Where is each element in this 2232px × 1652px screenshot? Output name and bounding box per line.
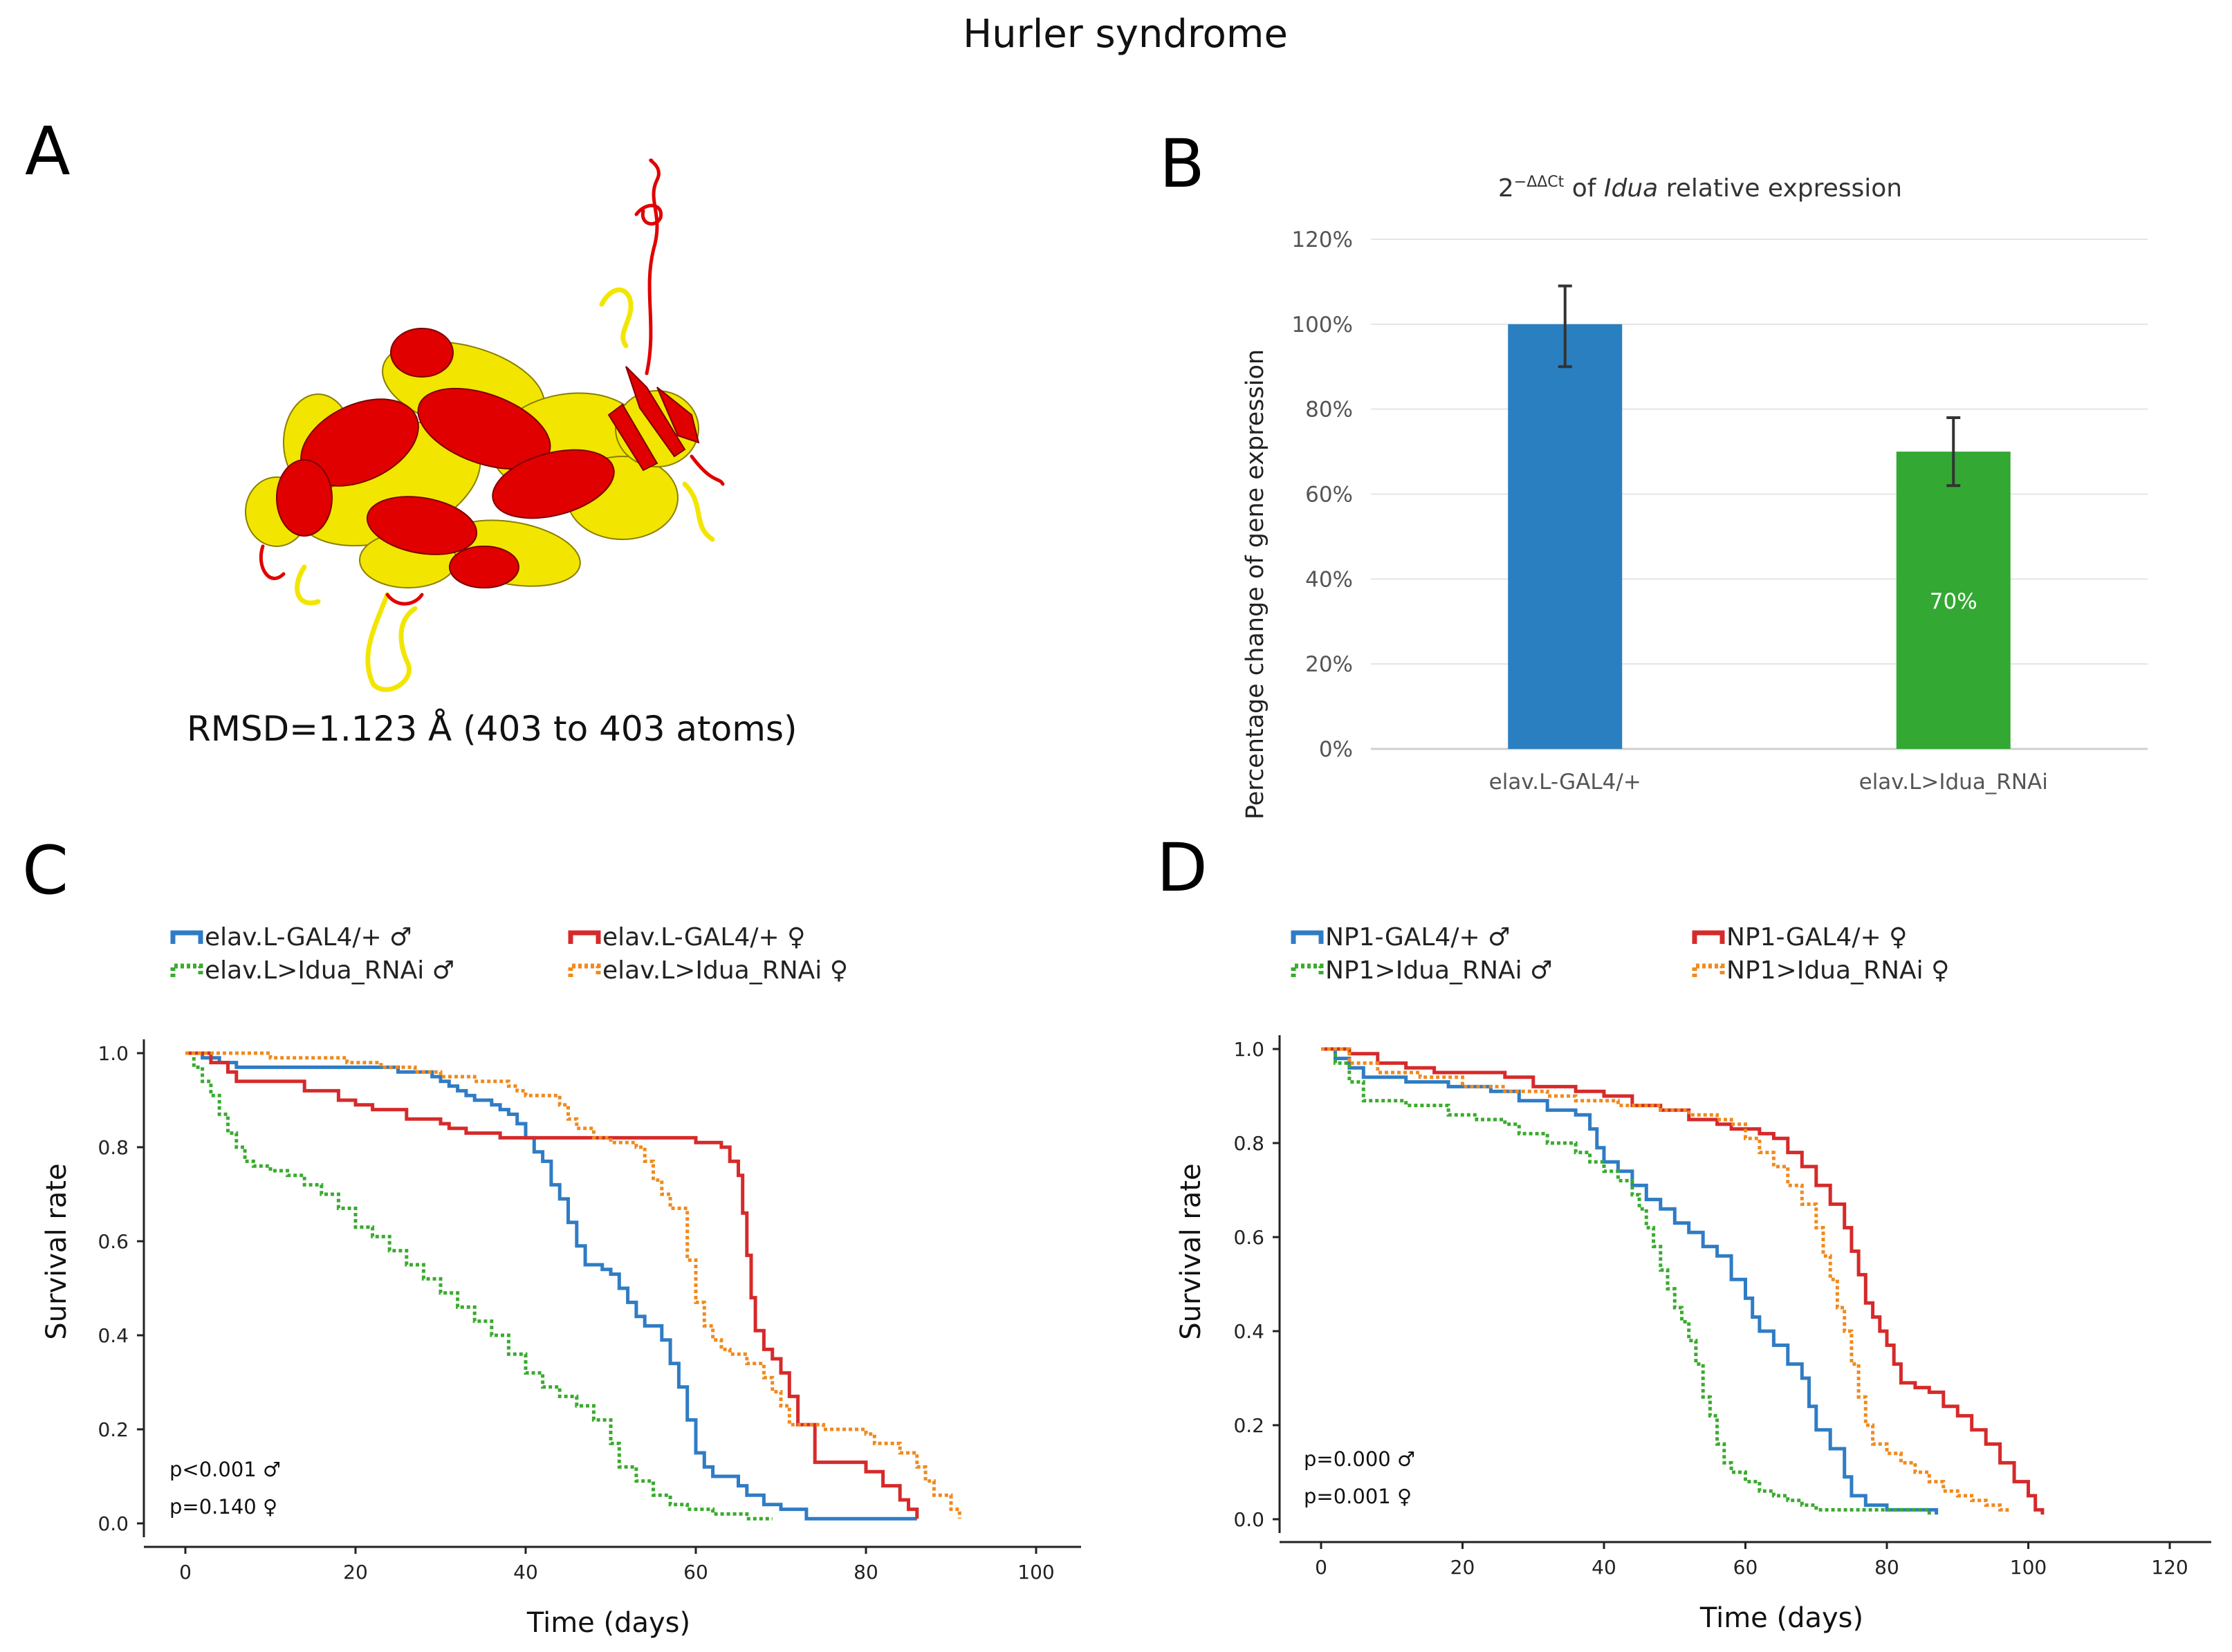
y-tick-label: 0.2 [98, 1418, 129, 1441]
survival-d-pvalue-male: p=0.000 ♂ [1304, 1447, 1415, 1471]
survival-curve [185, 1051, 773, 1521]
legend-label: elav.L-GAL4/+ ♂ [205, 923, 412, 952]
bar-category-label: elav.L>Idua_RNAi [1859, 770, 2048, 795]
title-gene: Idua [1604, 174, 1658, 203]
bar-ytick-label: 60% [1305, 483, 1353, 508]
legend-swatch [1291, 963, 1324, 977]
title-base: 2 [1498, 174, 1514, 203]
survival-c-legend: elav.L-GAL4/+ ♂ elav.L-GAL4/+ ♀ elav.L>Idu… [170, 923, 848, 985]
bar-ytick-label: 20% [1305, 652, 1353, 677]
panel-b-letter: B [1159, 125, 1205, 203]
survival-c-chart: 0.0 0.2 0.4 0.6 0.8 1.0 0 20 40 60 80 100 [98, 1039, 1081, 1584]
legend-swatch [1692, 963, 1725, 977]
y-tick-label: 0.6 [98, 1230, 129, 1253]
x-tick-label: 40 [513, 1561, 538, 1584]
y-tick-label: 0.6 [1233, 1226, 1264, 1249]
legend-swatch [1692, 930, 1725, 944]
survival-d-pvalue-female: p=0.001 ♀ [1304, 1485, 1412, 1508]
legend-label: elav.L-GAL4/+ ♀ [602, 923, 805, 952]
legend-swatch [568, 930, 601, 944]
survival-c-pvalue-female: p=0.140 ♀ [169, 1495, 277, 1519]
survival-c-xlabel: Time (days) [526, 1607, 690, 1639]
legend-label: NP1-GAL4/+ ♂ [1325, 923, 1510, 952]
y-tick-label: 0.8 [1233, 1132, 1264, 1155]
survival-curve [185, 1051, 919, 1519]
figure-title: Hurler syndrome [963, 12, 1288, 57]
y-tick-label: 0.2 [1233, 1414, 1264, 1437]
bar-ytick-label: 120% [1291, 228, 1353, 252]
x-tick-label: 100 [2010, 1556, 2047, 1579]
survival-curve [185, 1051, 917, 1521]
x-tick-label: 0 [179, 1561, 192, 1584]
legend-swatch [568, 963, 601, 977]
bar [1508, 324, 1623, 749]
legend-label: NP1>Idua_RNAi ♀ [1726, 956, 1949, 985]
bar [1896, 452, 2011, 749]
protein-structure-image [245, 158, 725, 692]
legend-swatch [1291, 930, 1324, 944]
panel-a-letter: A [25, 113, 71, 190]
survival-curve [1321, 1047, 1931, 1515]
legend-label: elav.L>Idua_RNAi ♂ [205, 956, 454, 985]
title-mid: of [1564, 174, 1604, 203]
x-tick-label: 80 [1874, 1556, 1899, 1579]
survival-d-legend: NP1-GAL4/+ ♂ NP1-GAL4/+ ♀ NP1>Idua_RNAi ♂ N… [1291, 923, 1949, 985]
legend-label: NP1>Idua_RNAi ♂ [1325, 956, 1552, 985]
survival-c-ylabel: Survival rate [41, 1163, 73, 1339]
legend-swatch [170, 963, 203, 977]
x-tick-label: 20 [1450, 1556, 1475, 1579]
bar-chart-ylabel: Percentage change of gene expression [1242, 349, 1269, 819]
survival-d-xlabel: Time (days) [1699, 1602, 1863, 1634]
y-tick-label: 0.8 [98, 1136, 129, 1159]
bar-data-label: 70% [1930, 589, 1977, 614]
survival-c-pvalue-male: p<0.001 ♂ [169, 1458, 281, 1481]
legend-swatch [170, 930, 203, 944]
survival-curve [1321, 1047, 2009, 1515]
survival-d-ylabel: Survival rate [1175, 1163, 1207, 1339]
rmsd-caption: RMSD=1.123 Å (403 to 403 atoms) [187, 709, 797, 749]
y-tick-label: 1.0 [1233, 1038, 1264, 1061]
panel-c-letter: C [22, 832, 68, 909]
title-superscript: −ΔΔCt [1514, 174, 1565, 191]
y-tick-label: 1.0 [98, 1042, 129, 1065]
bar-ytick-label: 100% [1291, 313, 1353, 337]
bar-chart: 0% 20% 40% 60% 80% 100% 120% elav.L-GAL4/+ elav.… [1291, 228, 2148, 795]
x-tick-label: 20 [343, 1561, 368, 1584]
x-tick-label: 60 [1733, 1556, 1758, 1579]
y-tick-label: 0.4 [98, 1324, 129, 1347]
y-tick-label: 0.4 [1233, 1320, 1264, 1343]
bar-ytick-label: 80% [1305, 398, 1353, 423]
y-tick-label: 0.0 [98, 1512, 129, 1535]
x-tick-label: 40 [1592, 1556, 1616, 1579]
x-tick-label: 120 [2151, 1556, 2188, 1579]
title-suffix: relative expression [1658, 174, 1902, 203]
bar-chart-title: 2−ΔΔCt of Idua relative expression [1498, 174, 1902, 203]
survival-curve [185, 1051, 961, 1519]
legend-label: elav.L>Idua_RNAi ♀ [602, 956, 848, 985]
bar-ytick-label: 0% [1319, 737, 1353, 762]
bar-ytick-label: 40% [1305, 567, 1353, 592]
x-tick-label: 60 [683, 1561, 708, 1584]
panel-d-letter: D [1156, 829, 1208, 907]
x-tick-label: 0 [1315, 1556, 1327, 1579]
y-tick-label: 0.0 [1233, 1508, 1264, 1531]
x-tick-label: 100 [1017, 1561, 1054, 1584]
survival-curve [1321, 1047, 2045, 1515]
survival-curve [1321, 1047, 1939, 1515]
survival-d-chart: 0.0 0.2 0.4 0.6 0.8 1.0 0 20 40 60 80 100 120 [1233, 1035, 2211, 1579]
bar-category-label: elav.L-GAL4/+ [1489, 770, 1641, 795]
legend-label: NP1-GAL4/+ ♀ [1726, 923, 1907, 952]
x-tick-label: 80 [854, 1561, 878, 1584]
